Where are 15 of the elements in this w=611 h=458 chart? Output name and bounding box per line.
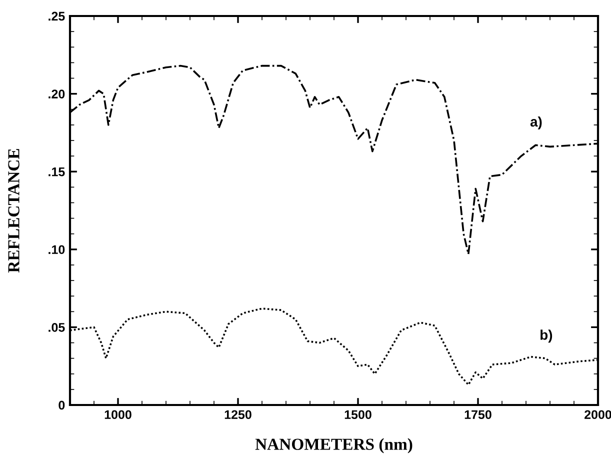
y-tick-label: .05 xyxy=(48,323,65,332)
series-label: a) xyxy=(530,116,542,130)
y-tick-label: 0 xyxy=(58,400,65,410)
y-tick-label: .10 xyxy=(48,245,65,254)
x-axis-title: NANOMETERS (nm) xyxy=(255,438,412,454)
x-tick-label: 1500 xyxy=(344,410,372,420)
x-tick-label: 1000 xyxy=(104,410,132,420)
x-tick-label: 1250 xyxy=(224,410,252,420)
series-label: b) xyxy=(540,330,552,343)
y-tick-label: .20 xyxy=(48,90,65,98)
x-tick-label: 1750 xyxy=(464,410,492,420)
x-tick-label: 2000 xyxy=(584,410,611,420)
y-axis-title: REFLECTANCE xyxy=(8,149,20,273)
y-tick-label: .25 xyxy=(48,12,65,21)
y-tick-label: .15 xyxy=(48,168,65,176)
